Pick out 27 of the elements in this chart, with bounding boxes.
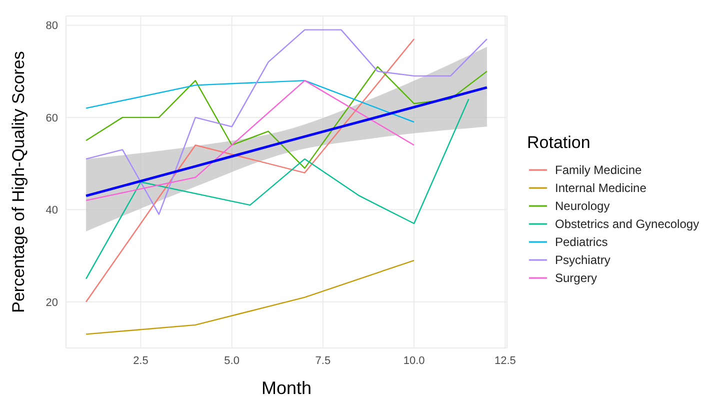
line-series [85, 80, 415, 123]
x-tick-label: 2.5 [133, 354, 148, 367]
x-tick-label: 12.5 [494, 354, 516, 367]
x-tick-label: 7.5 [315, 354, 331, 367]
legend-label: Neurology [554, 198, 611, 215]
legend-title: Rotation [527, 133, 592, 153]
legend-label: Psychiatry [554, 252, 612, 269]
line-series [85, 98, 470, 280]
y-tick-label: 40 [46, 204, 58, 217]
legend-label: Obstetrics and Gynecology [554, 216, 700, 233]
y-tick-label: 20 [46, 296, 58, 309]
y-axis-title: Percentage of High-Quality Scores [9, 51, 28, 313]
line-series [85, 66, 488, 169]
line-series [85, 80, 415, 202]
legend-label: Internal Medicine [554, 180, 648, 197]
x-axis-title: Month [261, 378, 312, 398]
legend-label: Family Medicine [554, 162, 643, 179]
x-tick-label: 5.0 [224, 354, 240, 367]
legend-label: Pediatrics [554, 234, 609, 251]
legend-label: Surgery [554, 270, 598, 287]
line-series [85, 38, 415, 302]
y-tick-label: 80 [46, 20, 58, 32]
x-tick-label: 10.0 [403, 354, 425, 367]
line-series [85, 29, 488, 215]
line-series [85, 260, 415, 335]
y-tick-label: 60 [46, 112, 58, 124]
line-series [84, 86, 488, 198]
